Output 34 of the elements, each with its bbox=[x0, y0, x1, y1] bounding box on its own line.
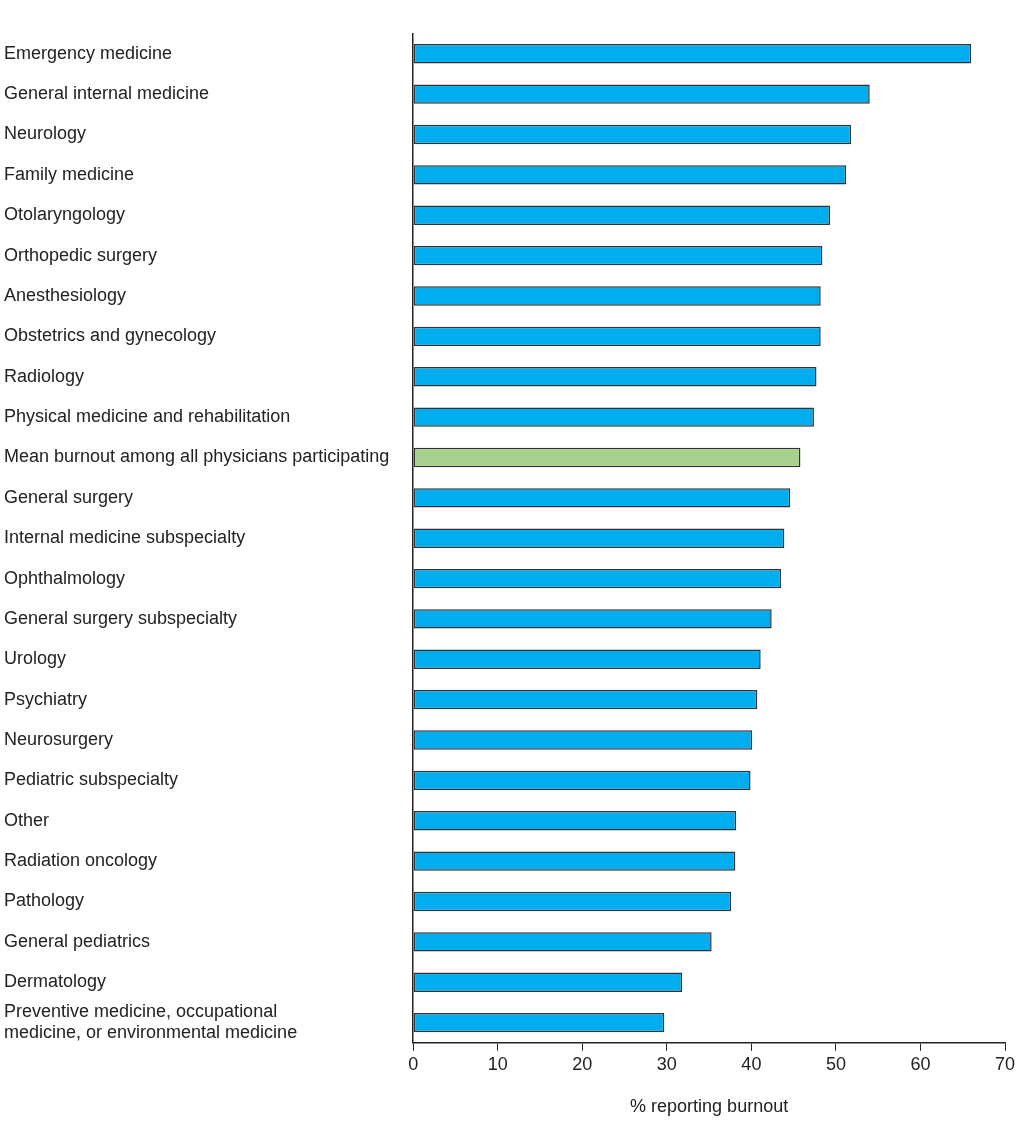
y-tick-label: Internal medicine subspecialty bbox=[4, 527, 246, 548]
x-tick-label: 60 bbox=[910, 1053, 931, 1074]
x-tick-label: 20 bbox=[572, 1053, 593, 1074]
y-tick-label: Obstetrics and gynecology bbox=[4, 325, 217, 346]
y-tick-label: Neurosurgery bbox=[4, 729, 114, 750]
x-tick-label: 10 bbox=[487, 1053, 508, 1074]
y-tick-label: Emergency medicine bbox=[4, 42, 173, 63]
y-tick-label: Neurology bbox=[4, 123, 87, 144]
y-tick-label: Orthopedic surgery bbox=[4, 244, 158, 265]
y-tick-label: Pathology bbox=[4, 890, 85, 911]
y-tick-label: Urology bbox=[4, 648, 67, 669]
y-tick-label: General surgery bbox=[4, 486, 134, 507]
y-tick-label: General pediatrics bbox=[4, 930, 151, 951]
y-tick-label: Pediatric subspecialty bbox=[4, 769, 179, 790]
y-tick-label: Other bbox=[4, 809, 50, 830]
y-tick-label: Preventive medicine, occupational medicine, or environmental medicine bbox=[4, 1000, 298, 1043]
x-tick-label: 70 bbox=[994, 1053, 1016, 1074]
x-tick-label: 50 bbox=[825, 1053, 846, 1074]
x-tick-label: 30 bbox=[656, 1053, 677, 1074]
y-tick-label: Mean burnout among all physicians participating bbox=[4, 446, 390, 467]
y-tick-label: Family medicine bbox=[4, 163, 135, 184]
x-tick-label: 0 bbox=[408, 1053, 419, 1074]
y-tick-label: General internal medicine bbox=[4, 83, 210, 104]
y-tick-label: Anesthesiology bbox=[4, 284, 127, 305]
y-tick-label: Physical medicine and rehabilitation bbox=[4, 406, 291, 427]
y-tick-label: Psychiatry bbox=[4, 688, 88, 709]
y-tick-label: General surgery subspecialty bbox=[4, 607, 238, 628]
y-tick-label: Radiology bbox=[4, 365, 85, 386]
x-axis-title: % reporting burnout bbox=[630, 1096, 789, 1117]
y-tick-label: Otolaryngology bbox=[4, 204, 126, 225]
y-tick-label: Radiation oncology bbox=[4, 850, 158, 871]
x-tick-label: 40 bbox=[741, 1053, 762, 1074]
y-tick-label: Ophthalmology bbox=[4, 567, 126, 588]
y-tick-label: Dermatology bbox=[4, 971, 107, 992]
